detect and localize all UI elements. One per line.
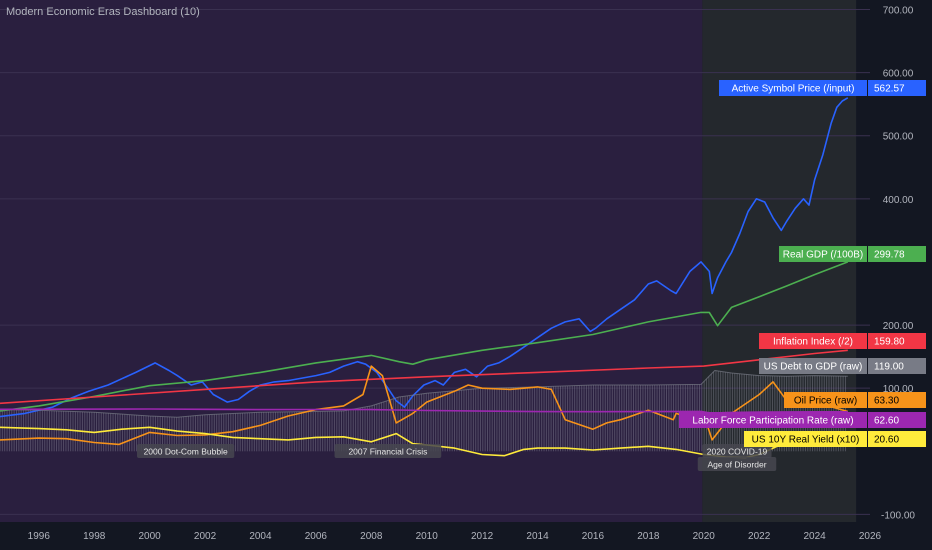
series-value-label: 299.78 (874, 250, 905, 261)
series-label-name: Active Symbol Price (/input) (732, 84, 855, 95)
series-value-bg (868, 358, 926, 374)
era-backgrounds (0, 0, 857, 522)
y-tick-label: 600.00 (883, 69, 914, 80)
x-tick-label: 2026 (859, 531, 882, 542)
series-value-bg (868, 392, 926, 408)
x-tick-label: 2002 (194, 531, 217, 542)
series-line-4 (0, 365, 849, 446)
series-value-bg (868, 246, 926, 262)
x-tick-label: 2018 (637, 531, 660, 542)
x-tick-label: 2024 (803, 531, 826, 542)
x-tick-label: 2012 (471, 531, 494, 542)
series-line-2 (0, 349, 848, 405)
y-tick-label: 700.00 (883, 5, 914, 16)
event-label-bg (136, 444, 235, 458)
series-label-name: Inflation Index (/2) (773, 337, 853, 348)
series-label-bg (759, 333, 867, 349)
series-value-bg (868, 80, 926, 96)
series-label-name: US 10Y Real Yield (x10) (752, 435, 860, 446)
series-value-bg (868, 333, 926, 349)
x-tick-label: 2000 (138, 531, 161, 542)
y-tick-label: 400.00 (883, 195, 914, 206)
x-tick-label: 1996 (28, 531, 51, 542)
series-label-bg (784, 392, 867, 408)
series-line-3 (0, 370, 848, 418)
series-label-bg (759, 358, 867, 374)
x-tick-label: 2022 (748, 531, 771, 542)
x-tick-label: 2020 (693, 531, 716, 542)
series-line-0 (0, 97, 849, 418)
x-tick-label: 2004 (249, 531, 272, 542)
x-tick-label: 2016 (582, 531, 605, 542)
x-tick-label: 1998 (83, 531, 106, 542)
event-labels: 2000 Dot-Com Bubble 2007 Financial Crisis… (136, 444, 777, 471)
series-label-name: Real GDP (/100B) (783, 250, 863, 261)
x-tick-label: 2014 (526, 531, 549, 542)
series-value-bg (868, 412, 926, 428)
y-tick-label: -100.00 (881, 510, 915, 521)
event-label: 2007 Financial Crisis (348, 447, 427, 457)
series-label-bg (779, 246, 867, 262)
series-labels: Active Symbol Price (/input) 562.57 Real G… (679, 80, 926, 447)
x-tick-label: 2010 (416, 531, 439, 542)
event-label-bg (697, 457, 777, 471)
event-label: Age of Disorder (707, 460, 766, 470)
series-label-name: US Debt to GDP (raw) (764, 362, 863, 373)
series-value-label: 63.30 (874, 396, 899, 407)
chart-title: Modern Economic Eras Dashboard (10) (6, 6, 200, 18)
grid (0, 8, 870, 515)
x-tick-label: 2006 (305, 531, 328, 542)
series-value-label: 562.57 (874, 84, 905, 95)
series-label-name: Oil Price (raw) (794, 396, 857, 407)
y-tick-label: 500.00 (883, 132, 914, 143)
series-label-bg (744, 431, 867, 447)
series-label-bg (679, 412, 867, 428)
y-tick-label: 200.00 (883, 321, 914, 332)
series-label-bg (719, 80, 867, 96)
era-band-0 (0, 0, 703, 522)
y-tick-label: 100.00 (883, 384, 914, 395)
x-axis-panel[interactable] (0, 522, 932, 550)
x-tick-label: 2008 (360, 531, 383, 542)
event-label-bg (702, 444, 772, 458)
event-label-bg (334, 444, 442, 458)
series-label-name: Labor Force Participation Rate (raw) (692, 416, 853, 427)
series-value-label: 159.80 (874, 337, 905, 348)
event-label: 2020 COVID-19 (707, 447, 768, 457)
series-value-label: 20.60 (874, 435, 899, 446)
series-value-bg (868, 431, 926, 447)
y-axis[interactable]: 700.00 600.00 500.00 400.00 200.00 100.00 -100… (881, 5, 915, 521)
series-value-label: 119.00 (874, 362, 904, 373)
event-label: 2000 Dot-Com Bubble (144, 447, 228, 457)
x-axis[interactable]: 1996 1998 2000 2002 2004 2006 2008 2010 2012 2014… (28, 531, 882, 542)
series-line-1 (0, 261, 849, 412)
series-value-label: 62.60 (874, 416, 899, 427)
